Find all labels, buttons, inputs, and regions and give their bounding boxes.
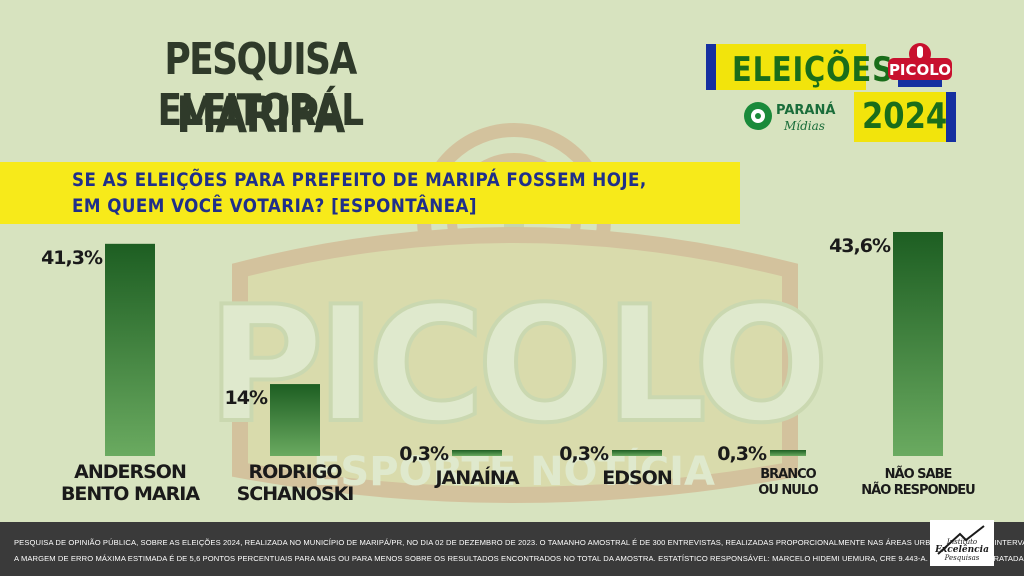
- category-label-1-0: RODRIGO: [248, 461, 342, 483]
- methodology-text-line-1: PESQUISA DE OPINIÃO PÚBLICA, SOBRE AS EL…: [14, 538, 1024, 547]
- category-label-1-1: SCHANOSKI: [237, 483, 354, 505]
- category-label-3-0: EDSON: [602, 467, 672, 489]
- question-banner: SE AS ELEIÇÕES PARA PREFEITO DE MARIPÁ F…: [0, 162, 740, 224]
- svg-text:PICOLO: PICOLO: [889, 61, 951, 79]
- instituto-excelencia-logo-icon: Instituto Excelência Pesquisas: [930, 520, 994, 566]
- svg-text:Instituto: Instituto: [946, 538, 977, 546]
- category-label-2-0: JANAÍNA: [433, 466, 519, 489]
- bar-4: [770, 450, 806, 456]
- year-banner: 2024: [854, 92, 956, 142]
- page-title-line-2: MARIPÁ: [176, 86, 345, 144]
- value-label-5: 43,6%: [829, 235, 891, 257]
- methodology-text-line-2: A MARGEM DE ERRO MÁXIMA ESTIMADA É DE 5,…: [14, 554, 1024, 563]
- value-label-1: 14%: [225, 387, 268, 409]
- year-label: 2024: [862, 96, 948, 137]
- methodology-footer: PESQUISA DE OPINIÃO PÚBLICA, SOBRE AS EL…: [0, 522, 1024, 576]
- value-label-3: 0,3%: [559, 443, 609, 465]
- elections-banner: ELEIÇÕES: [706, 44, 893, 90]
- svg-text:PARANÁ: PARANÁ: [776, 102, 835, 118]
- category-label-4-0: BRANCO: [760, 467, 816, 482]
- svg-text:PICOLO: PICOLO: [207, 271, 822, 458]
- bar-5: [893, 232, 943, 456]
- category-label-5-0: NÃO SABE: [885, 466, 952, 482]
- category-label-0-1: BENTO MARIA: [61, 483, 200, 505]
- svg-text:Excelência: Excelência: [934, 544, 989, 555]
- question-line-2: EM QUEM VOCÊ VOTARIA? [ESPONTÂNEA]: [72, 195, 477, 217]
- page-title-line-1: PESQUISA ELEITORAL: [157, 34, 365, 136]
- bar-0: [105, 243, 155, 456]
- svg-text:Pesquisas: Pesquisas: [944, 554, 980, 562]
- category-label-5-1: NÃO RESPONDEU: [861, 482, 975, 498]
- parana-midias-logo-icon: PARANÁ Mídias: [744, 102, 835, 133]
- value-label-0: 41,3%: [41, 247, 103, 269]
- bar-1: [270, 384, 320, 456]
- value-label-2: 0,3%: [399, 443, 449, 465]
- svg-text:Mídias: Mídias: [783, 119, 825, 133]
- bar-3: [612, 450, 662, 456]
- category-label-4-1: OU NULO: [758, 483, 818, 498]
- question-line-1: SE AS ELEIÇÕES PARA PREFEITO DE MARIPÁ F…: [72, 169, 647, 191]
- bar-2: [452, 450, 502, 456]
- election-brand: ELEIÇÕES PICOLO PARANÁ Mídias 2024: [706, 40, 956, 144]
- picolo-logo-icon: PICOLO: [888, 43, 952, 87]
- value-label-4: 0,3%: [717, 443, 767, 465]
- elections-label: ELEIÇÕES: [732, 50, 894, 90]
- category-label-0-0: ANDERSON: [74, 461, 186, 483]
